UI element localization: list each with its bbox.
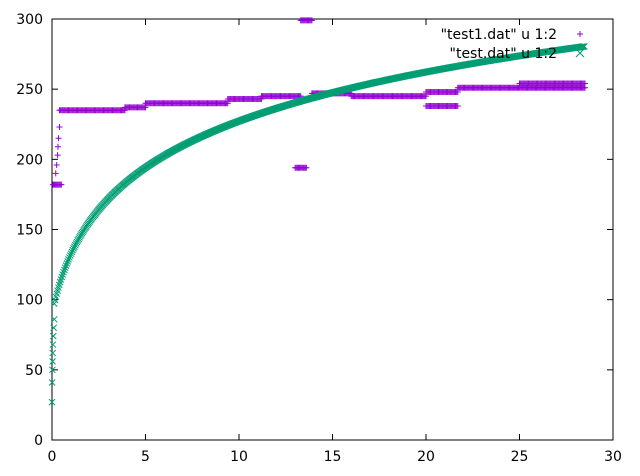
data-point <box>67 250 75 258</box>
data-point <box>303 164 310 171</box>
data-point <box>578 43 586 51</box>
data-point <box>50 324 58 332</box>
y-tick-label: 0 <box>34 433 43 449</box>
x-tick-label: 15 <box>324 449 342 465</box>
data-point <box>62 262 70 269</box>
data-point <box>71 243 78 251</box>
data-point <box>50 315 58 323</box>
data-point <box>49 349 57 357</box>
data-point <box>308 17 315 24</box>
data-point <box>69 246 77 254</box>
data-point <box>66 252 74 259</box>
data-point <box>58 273 66 281</box>
data-point <box>49 332 57 340</box>
data-point <box>49 341 57 348</box>
legend-label-test: "test.dat" u 1:2 <box>450 46 557 62</box>
data-point <box>65 256 72 263</box>
data-point <box>60 266 68 274</box>
data-point <box>454 103 461 110</box>
y-tick-label: 100 <box>16 293 43 309</box>
data-point <box>579 43 587 51</box>
data-point <box>56 124 63 131</box>
data-point <box>72 240 80 247</box>
y-tick-label: 250 <box>16 82 43 98</box>
data-point <box>59 271 67 278</box>
y-tick-label: 300 <box>16 12 43 28</box>
legend: "test1.dat" u 1:2 "test.dat" u 1:2 <box>441 27 585 62</box>
data-point <box>580 43 587 50</box>
y-tick-label: 200 <box>16 152 43 168</box>
x-tick-label: 20 <box>417 449 435 465</box>
data-point <box>48 379 56 386</box>
y-tick-label: 50 <box>25 363 43 379</box>
data-point <box>68 248 76 256</box>
data-point <box>61 264 69 272</box>
x-tick-label: 25 <box>511 449 529 465</box>
series-test <box>48 43 588 406</box>
x-tick-label: 5 <box>141 449 150 465</box>
data-point <box>49 366 56 374</box>
data-point <box>52 170 59 177</box>
data-point <box>58 181 65 188</box>
data-point <box>63 260 71 267</box>
legend-label-test1: "test1.dat" u 1:2 <box>441 27 557 43</box>
x-tick-label: 0 <box>48 449 57 465</box>
data-point <box>54 143 61 150</box>
x-tick-label: 30 <box>604 449 622 465</box>
data-point <box>71 241 79 249</box>
data-point <box>66 254 73 261</box>
data-point <box>54 152 61 159</box>
data-point <box>70 245 77 252</box>
series-test1 <box>49 17 588 188</box>
legend-marker-test <box>575 48 585 58</box>
data-point <box>48 398 56 406</box>
data-point <box>577 31 583 37</box>
data-point <box>581 80 588 87</box>
data-point <box>53 161 60 168</box>
data-point <box>64 258 72 265</box>
legend-marker-test1 <box>577 31 583 37</box>
x-tick-label: 10 <box>230 449 248 465</box>
data-point <box>55 135 62 142</box>
data-point <box>49 358 56 365</box>
data-series-layer <box>48 17 588 406</box>
data-point <box>581 43 588 50</box>
y-tick-label: 150 <box>16 223 43 239</box>
data-point <box>60 268 67 276</box>
data-point <box>575 48 585 58</box>
